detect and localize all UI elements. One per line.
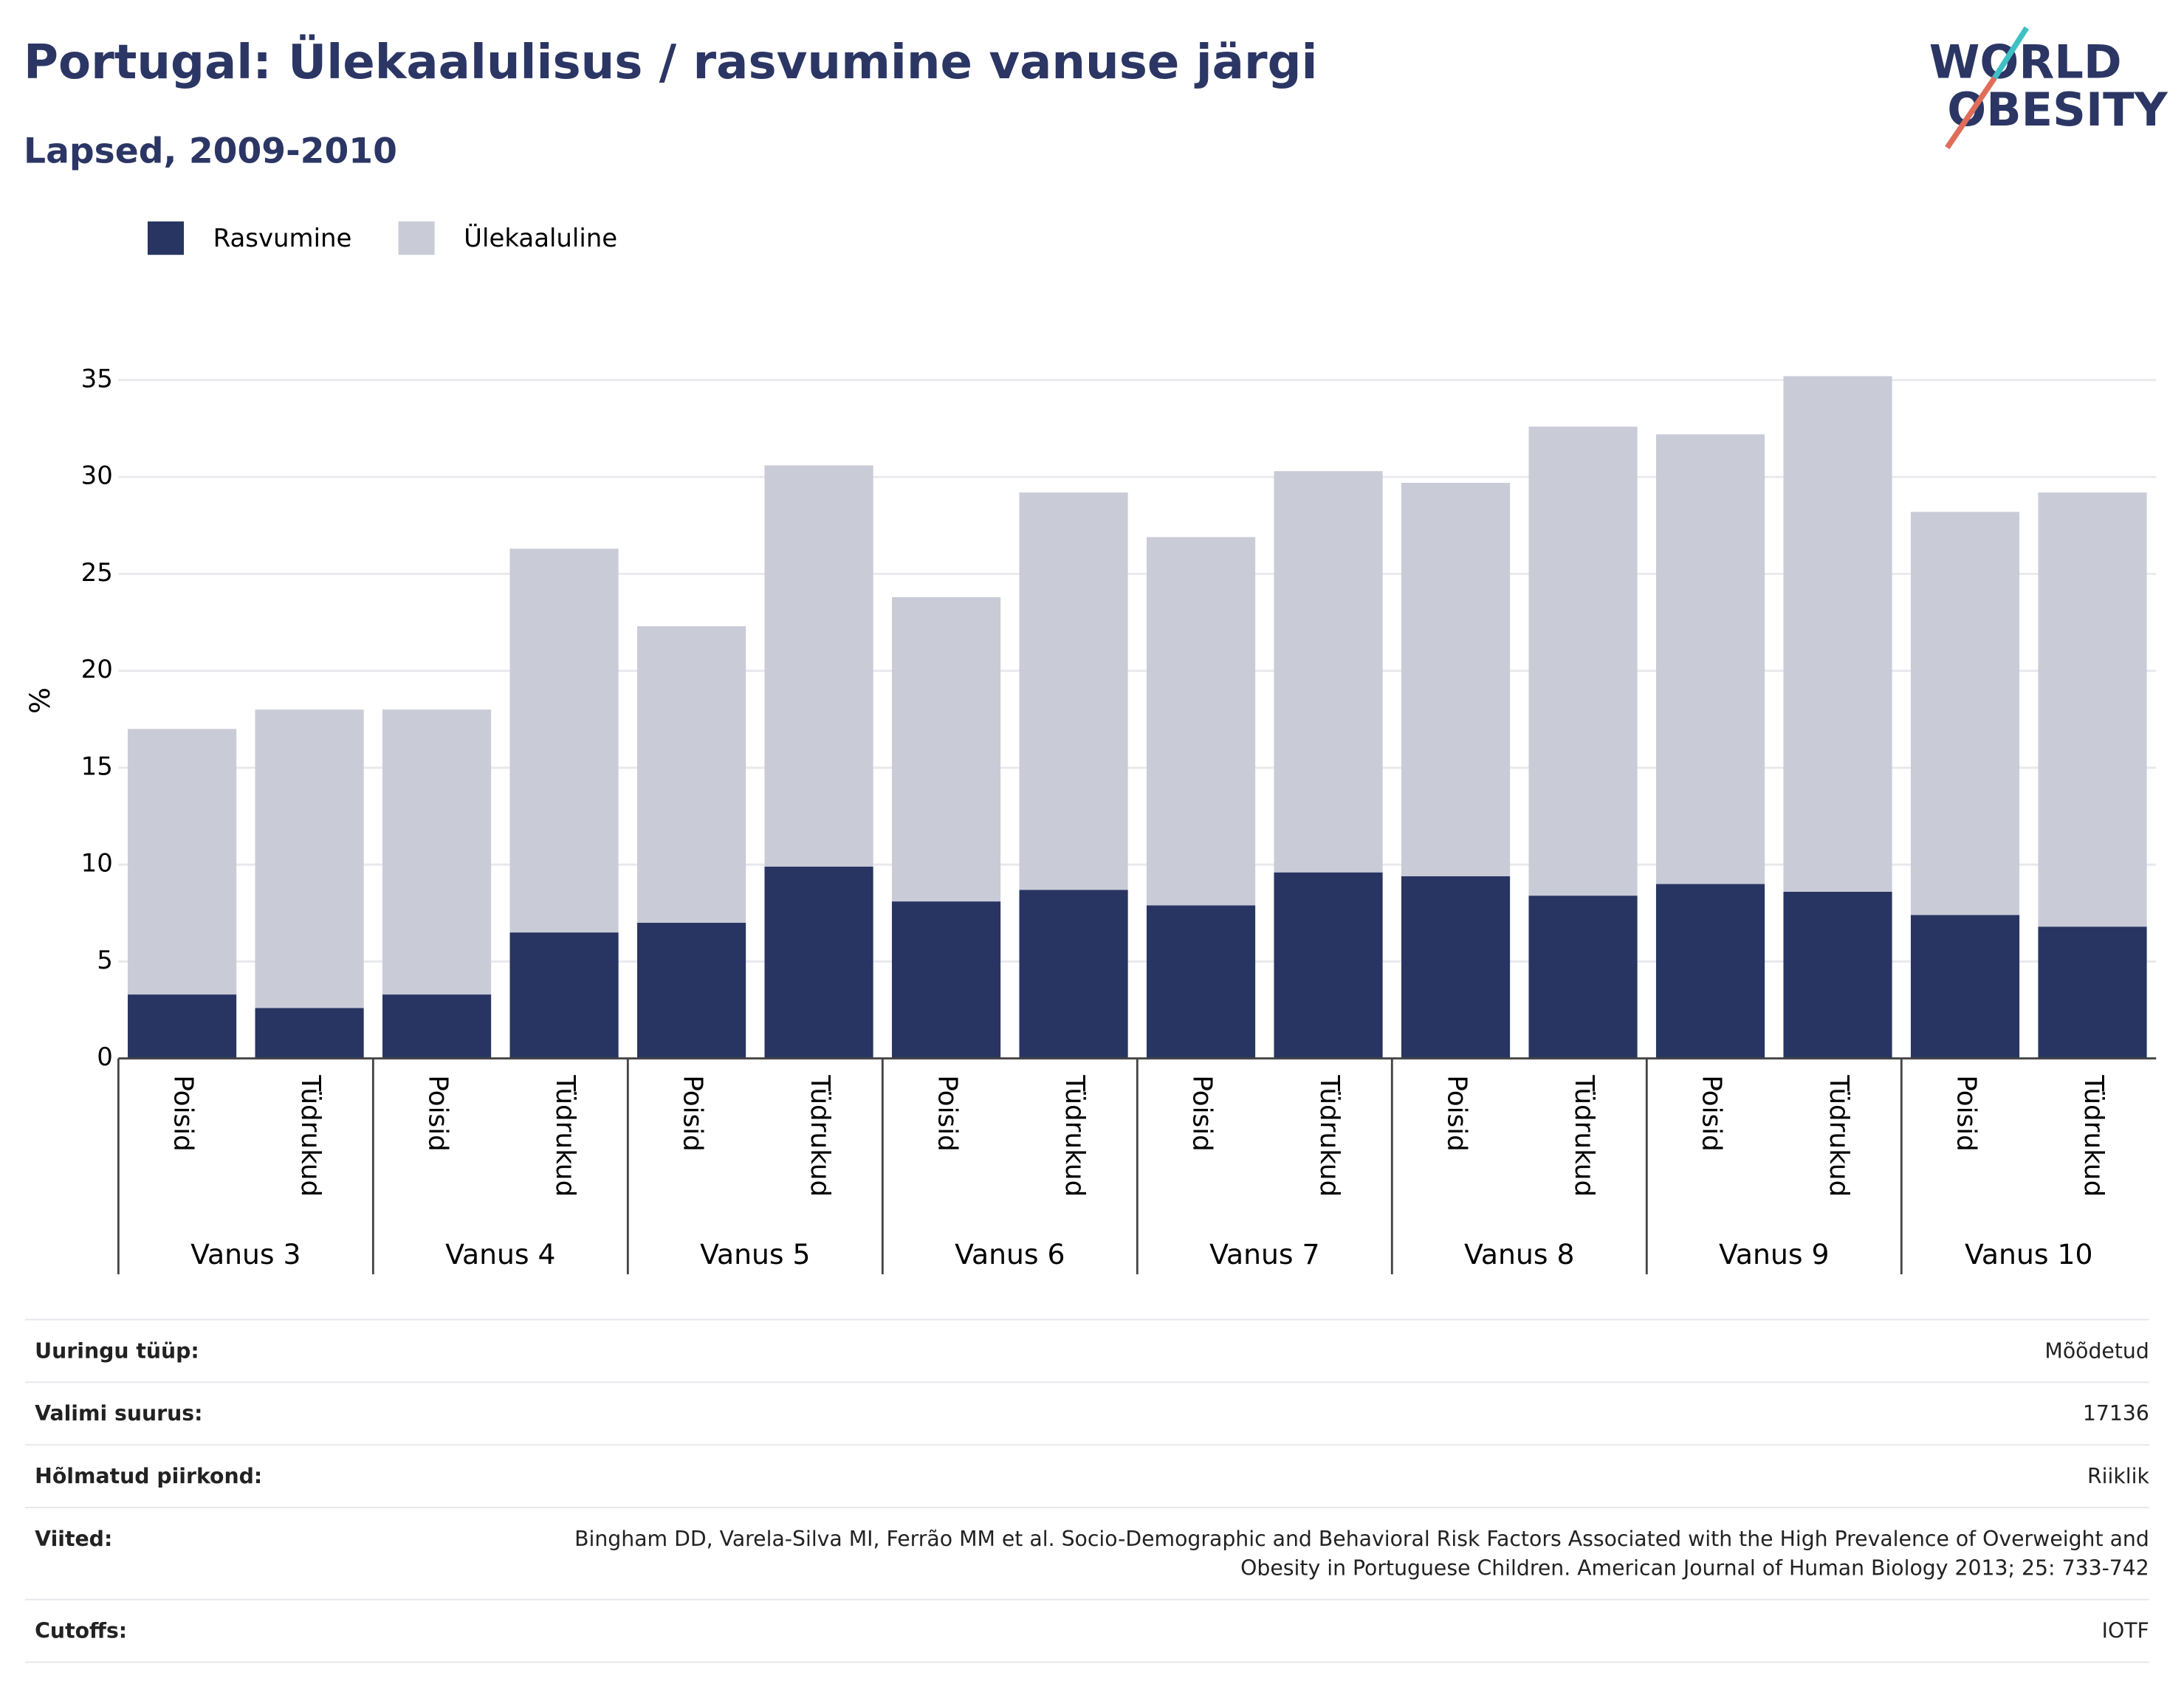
- info-value: IOTF: [2101, 1618, 2149, 1644]
- bar-segment: [1274, 471, 1383, 873]
- bar-segment: [2038, 926, 2147, 1059]
- y-tick-label: 0: [97, 1042, 113, 1072]
- info-row: Viited: Bingham DD, Varela-Silva MI, Ferr…: [24, 1508, 2149, 1601]
- x-tick-label: Poisid: [1697, 1075, 1727, 1152]
- y-tick-label: 5: [97, 946, 113, 975]
- bar-segment: [637, 922, 746, 1059]
- bar-segment: [891, 596, 1001, 902]
- y-axis-label: %: [24, 687, 56, 714]
- legend-label: Rasvumine: [213, 224, 352, 253]
- bar-segment: [509, 932, 619, 1059]
- legend-swatch: [147, 221, 185, 255]
- bar-segment: [128, 994, 237, 1059]
- bar-segment: [1146, 905, 1256, 1059]
- bar-segment: [1528, 895, 1638, 1059]
- logo-slash: [1945, 76, 1997, 150]
- y-tick-label: 35: [81, 364, 113, 393]
- y-tick-label: 25: [81, 558, 113, 588]
- x-tick-label: Poisid: [1442, 1075, 1472, 1152]
- info-label: Viited:: [35, 1526, 113, 1552]
- info-value: Riiklik: [2087, 1463, 2149, 1489]
- info-row: Uuringu tüüp: Mõõdetud: [24, 1320, 2149, 1383]
- bar-segment: [764, 866, 873, 1059]
- group-label: Vanus 9: [1719, 1238, 1829, 1271]
- info-value: 17136: [2082, 1400, 2149, 1426]
- group-label: Vanus 10: [1965, 1238, 2092, 1271]
- info-value: Bingham DD, Varela-Silva MI, Ferrão MM e…: [574, 1526, 2149, 1581]
- group-label: Vanus 4: [445, 1238, 555, 1271]
- bar-segment: [1910, 512, 2020, 915]
- bar-segment: [1401, 482, 1511, 876]
- x-tick-label: Tüdrukud: [2078, 1074, 2109, 1197]
- bar-segment: [1910, 915, 2020, 1059]
- bar-segment: [1401, 876, 1511, 1059]
- y-tick-label: 15: [81, 752, 113, 781]
- bar-segment: [891, 901, 1001, 1059]
- legend-swatch: [398, 221, 435, 255]
- legend-label: Ülekaaluline: [464, 223, 617, 253]
- group-label: Vanus 7: [1209, 1238, 1319, 1271]
- x-tick-label: Tüdrukud: [1824, 1074, 1854, 1197]
- x-tick-label: Poisid: [678, 1075, 708, 1152]
- x-tick-label: Tüdrukud: [1569, 1074, 1599, 1197]
- group-label: Vanus 3: [190, 1238, 301, 1271]
- bar-segment: [255, 709, 364, 1008]
- x-tick-label: Poisid: [933, 1075, 963, 1152]
- bar-segment: [1655, 434, 1765, 884]
- bar-segment: [128, 729, 237, 995]
- group-label: Vanus 6: [955, 1238, 1065, 1271]
- x-tick-label: Tüdrukud: [1060, 1074, 1090, 1197]
- bar-segment: [1783, 891, 1892, 1059]
- info-table: Uuringu tüüp: Mõõdetud Valimi suurus: 17136…: [24, 1318, 2149, 1663]
- bar-segment: [382, 709, 492, 995]
- bar-segment: [509, 549, 619, 933]
- bar-segment: [1528, 426, 1638, 896]
- info-row: Cutoffs: IOTF: [24, 1601, 2149, 1663]
- logo-slash: [1992, 26, 2030, 80]
- chart-title: Portugal: Ülekaalulisus / rasvumine vanu…: [24, 34, 1317, 90]
- bar-segment: [1274, 872, 1383, 1059]
- group-label: Vanus 5: [700, 1238, 810, 1271]
- x-tick-label: Poisid: [1187, 1075, 1218, 1152]
- bar-segment: [382, 994, 492, 1059]
- logo-text: OBESITY: [1947, 83, 2168, 137]
- info-value: Mõõdetud: [2044, 1338, 2149, 1364]
- y-tick-label: 10: [81, 849, 113, 879]
- y-tick-label: 20: [81, 655, 113, 684]
- info-label: Cutoffs:: [35, 1618, 128, 1644]
- bar-segment: [1019, 890, 1128, 1059]
- bar-segment: [637, 626, 746, 923]
- bar-segment: [255, 1008, 364, 1059]
- bar-segment: [1146, 537, 1256, 906]
- chart-subtitle: Lapsed, 2009-2010: [24, 131, 397, 172]
- x-tick-label: Tüdrukud: [295, 1074, 326, 1197]
- x-tick-label: Poisid: [423, 1075, 453, 1152]
- info-row: Hõlmatud piirkond: Riiklik: [24, 1445, 2149, 1509]
- info-label: Hõlmatud piirkond:: [35, 1463, 263, 1489]
- group-label: Vanus 8: [1464, 1238, 1574, 1271]
- info-label: Valimi suurus:: [35, 1400, 203, 1426]
- x-tick-label: Tüdrukud: [1314, 1074, 1345, 1197]
- y-tick-label: 30: [81, 461, 113, 491]
- bar-segment: [2038, 492, 2147, 927]
- bar-segment: [1783, 376, 1892, 892]
- chart: Portugal: Ülekaalulisus / rasvumine vanu…: [24, 26, 2168, 1275]
- x-tick-label: Tüdrukud: [550, 1074, 580, 1197]
- bar-segment: [1019, 492, 1128, 890]
- x-tick-label: Poisid: [168, 1075, 199, 1152]
- logo-text: WORLD: [1929, 35, 2122, 89]
- x-tick-label: Poisid: [1951, 1075, 1982, 1152]
- info-label: Uuringu tüüp:: [35, 1338, 199, 1364]
- x-tick-label: Tüdrukud: [805, 1074, 835, 1197]
- bar-segment: [764, 465, 873, 867]
- bar-segment: [1655, 884, 1765, 1059]
- info-row: Valimi suurus: 17136: [24, 1383, 2149, 1446]
